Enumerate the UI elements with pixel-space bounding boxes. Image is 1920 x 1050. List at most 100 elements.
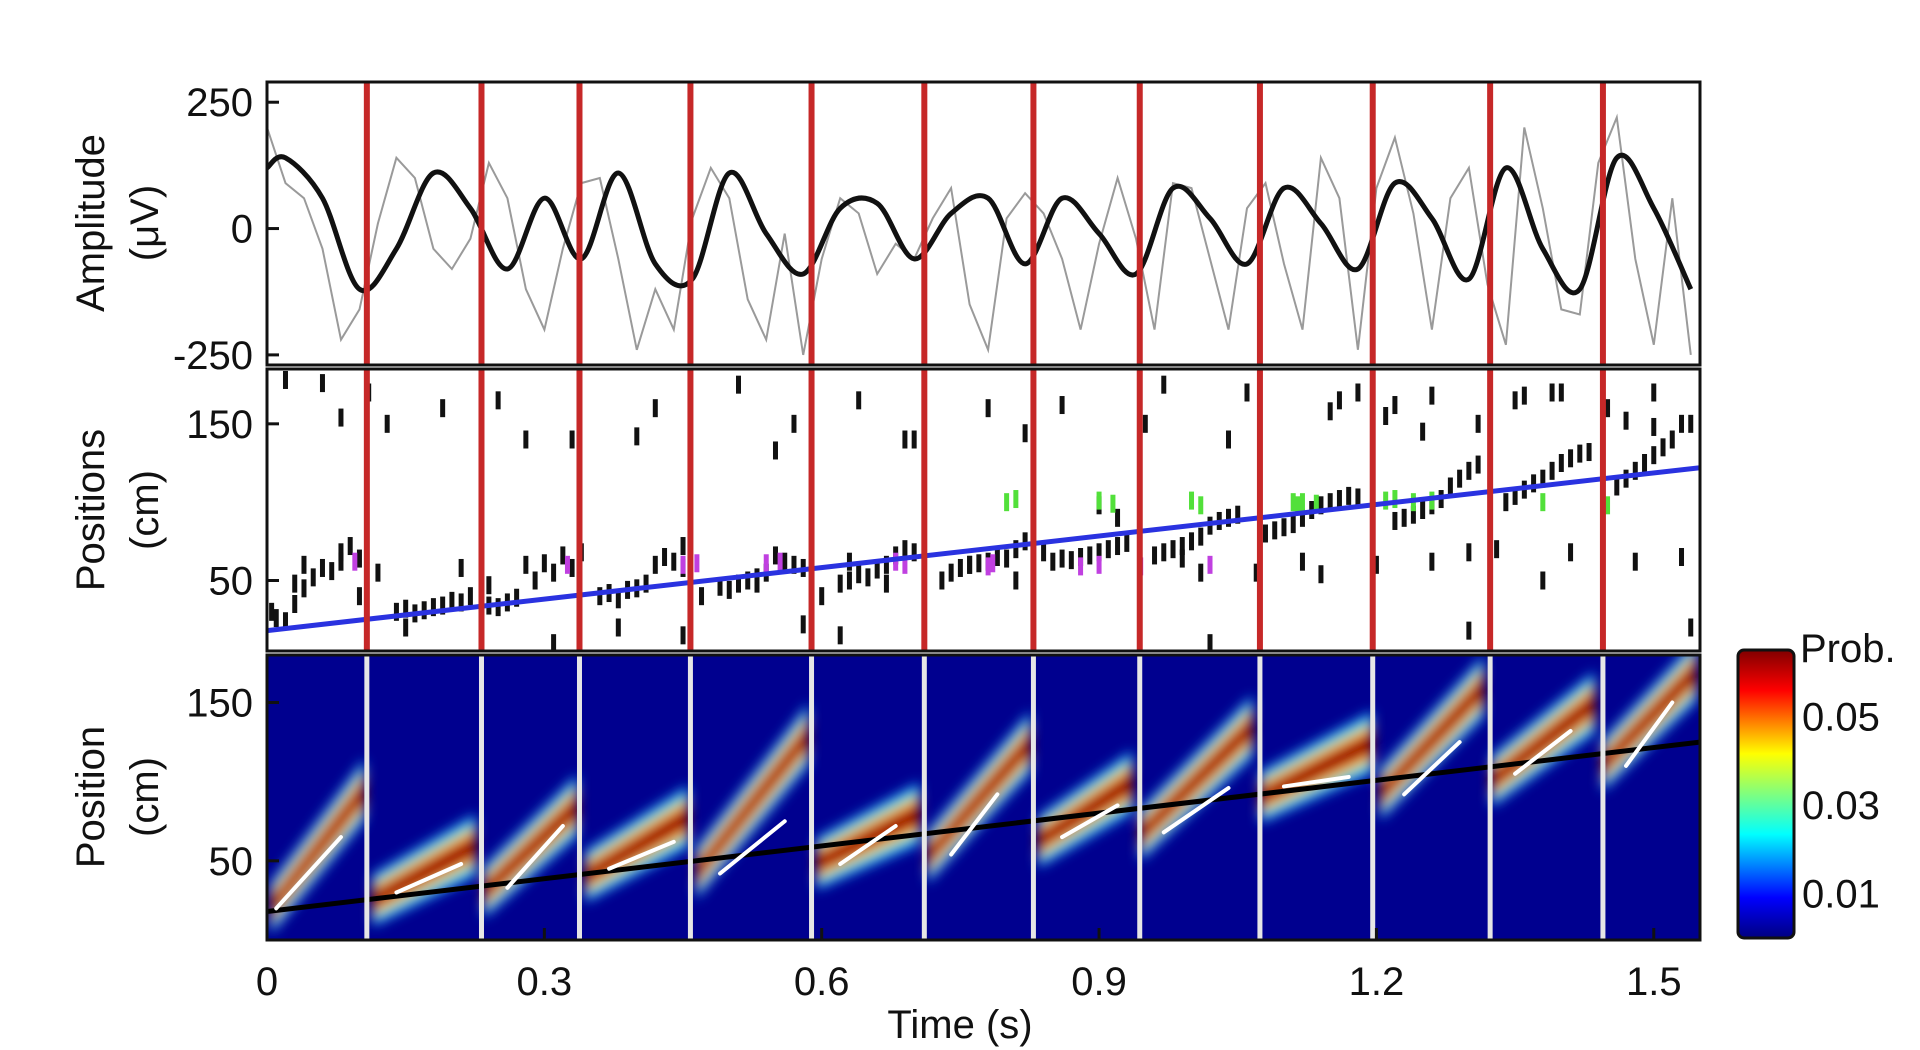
spike-tick — [1299, 508, 1305, 527]
spike-tick — [458, 558, 464, 577]
spike-tick — [902, 540, 908, 559]
spike-tick-magenta — [1078, 557, 1084, 576]
spike-tick — [319, 374, 325, 393]
spike-tick — [338, 552, 344, 571]
spike-tick-green — [1096, 491, 1102, 510]
y-axis-label-bottom-line2: (cm) — [123, 757, 167, 837]
spike-tick — [1179, 537, 1185, 556]
spike-tick — [994, 548, 1000, 566]
spike-tick — [1660, 438, 1666, 457]
spike-tick — [1373, 555, 1379, 574]
spike-tick — [1105, 540, 1111, 559]
spike-tick — [1688, 414, 1694, 433]
spike-tick — [1318, 565, 1324, 584]
spike-tick — [745, 571, 751, 590]
spike-tick — [985, 399, 991, 418]
spike-tick — [1179, 549, 1185, 568]
spike-tick — [1669, 430, 1675, 449]
sweep-fit-line — [718, 819, 787, 876]
spike-tick-green — [1290, 493, 1296, 512]
x-tick-label: 0.6 — [794, 960, 850, 1004]
spike-tick — [597, 587, 603, 606]
spike-tick — [1262, 524, 1268, 543]
animal-trajectory-mid — [267, 465, 1700, 634]
spike-tick — [1207, 634, 1213, 651]
y-tick-label: -250 — [173, 334, 253, 378]
theta-trough-line — [364, 655, 370, 940]
spike-tick — [1161, 375, 1167, 394]
spike-tick — [1087, 546, 1093, 565]
spike-tick — [1586, 443, 1592, 462]
spike-tick — [1447, 477, 1453, 496]
sweep-fit-line — [838, 824, 898, 866]
theta-trough-line — [1599, 82, 1606, 365]
spike-tick — [384, 414, 390, 433]
theta-trough-line — [1136, 82, 1143, 365]
spike-tick — [310, 568, 316, 587]
sweep-fit-line — [1402, 740, 1462, 797]
spike-tick — [1688, 618, 1694, 637]
spike-tick — [837, 574, 843, 593]
spike-tick — [1013, 540, 1019, 559]
spike-tick — [1244, 383, 1250, 402]
raw-lfp-trace — [267, 113, 1692, 356]
spike-tick — [1420, 501, 1426, 519]
spike-tick — [1235, 505, 1241, 524]
theta-trough-line — [809, 655, 815, 940]
x-tick-label: 0.9 — [1071, 960, 1127, 1004]
sweep-fit-line — [1513, 729, 1573, 776]
x-tick-label: 1.5 — [1626, 960, 1682, 1004]
spike-tick-magenta — [777, 552, 783, 571]
spike-tick — [1346, 486, 1352, 505]
colorbar-tick-label: 0.01 — [1802, 873, 1880, 917]
spike-tick — [1124, 533, 1130, 552]
spike-tick — [1540, 571, 1546, 590]
spike-tick — [856, 565, 862, 584]
spike-tick — [717, 577, 723, 596]
spike-tick — [1096, 543, 1102, 562]
spike-tick — [1078, 548, 1084, 566]
x-tick-label: 0 — [256, 960, 278, 1004]
spike-tick — [282, 612, 288, 631]
posterior-sweep-core — [696, 725, 809, 881]
spike-tick — [1410, 505, 1416, 524]
theta-trough-line — [576, 655, 582, 940]
sweep-fit-line — [1161, 786, 1231, 835]
spike-tick — [1281, 518, 1287, 537]
spike-tick — [615, 618, 621, 637]
spike-tick-green — [1313, 494, 1319, 513]
spike-tick — [1004, 549, 1010, 568]
spike-tick — [269, 602, 275, 621]
spike-tick-green — [1110, 494, 1116, 513]
spike-tick — [1568, 543, 1574, 562]
sweep-fit-line — [394, 862, 464, 895]
spike-tick — [1327, 493, 1333, 512]
spike-tick — [1420, 422, 1426, 441]
posterior-sweep-core — [271, 781, 365, 916]
spike-tick-magenta — [1207, 555, 1213, 574]
theta-trough-markers-top — [363, 82, 1606, 365]
spike-tick — [1336, 490, 1342, 509]
spike-tick — [1392, 511, 1398, 530]
theta-trough-line — [478, 82, 485, 365]
spike-tick — [292, 595, 298, 613]
spike-tick — [1568, 449, 1574, 468]
spike-tick — [1651, 417, 1657, 436]
theta-trough-markers-mid — [363, 369, 1606, 651]
spike-tick — [754, 574, 760, 593]
sweep-fit-line — [1060, 803, 1120, 840]
x-ticks: 0 0.3 0.6 0.9 1.2 1.5 — [256, 928, 1682, 1004]
theta-trough-line — [921, 369, 928, 651]
sweep-fit-line — [505, 824, 565, 890]
spike-tick — [1521, 386, 1527, 405]
y-tick-label: 250 — [186, 81, 253, 125]
spike-tick — [1429, 552, 1435, 571]
spike-tick — [1068, 551, 1074, 570]
spike-tick — [911, 430, 917, 449]
spike-tick — [1679, 414, 1685, 433]
spike-tick-green — [1295, 496, 1301, 515]
spike-tick — [1318, 496, 1324, 515]
spike-tick — [319, 558, 325, 577]
spike-tick-green — [1605, 496, 1611, 515]
